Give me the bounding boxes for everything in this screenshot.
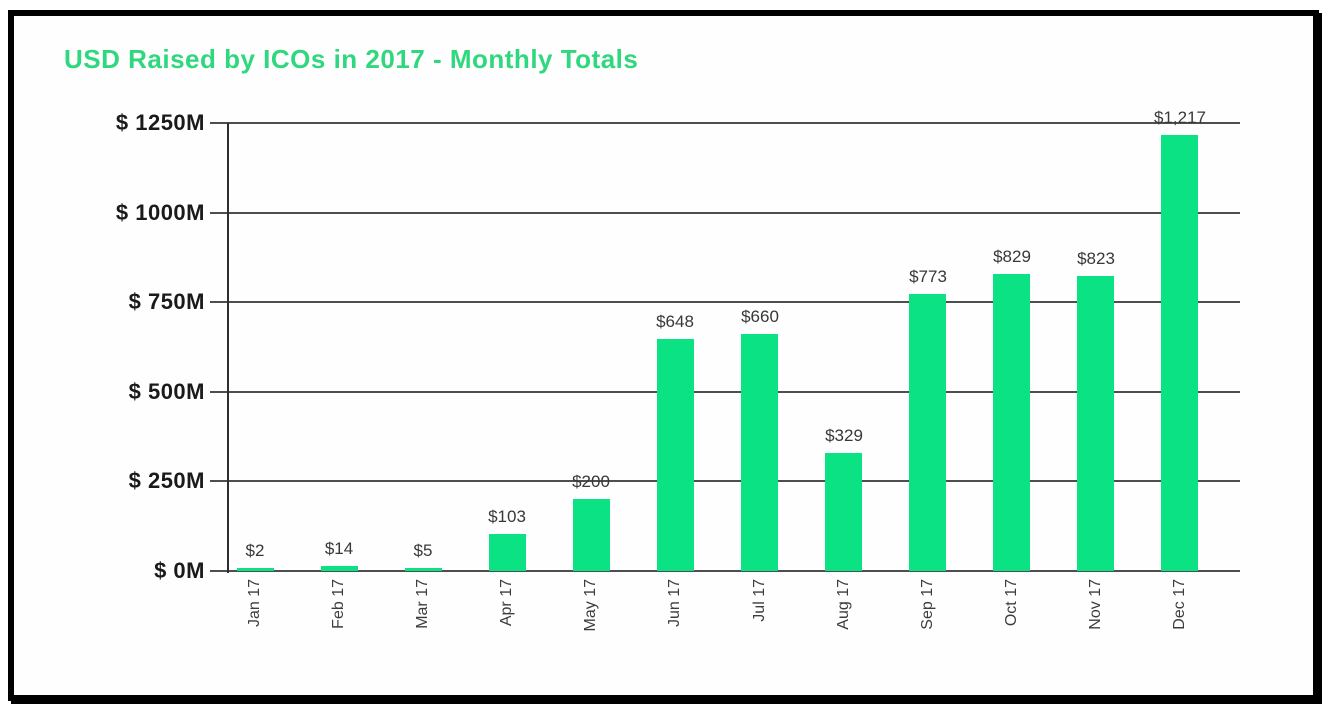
x-axis-tick-label-feb-17: Feb 17: [330, 579, 347, 629]
y-axis-tick-label: $ 0M: [154, 558, 205, 583]
bar-value-label-oct-17: $829: [993, 247, 1031, 266]
bar-value-label-may-17: $200: [572, 472, 610, 491]
bar-mar-17: [405, 568, 442, 571]
x-axis-tick-label-apr-17: Apr 17: [498, 579, 515, 627]
bar-jan-17: [237, 568, 274, 571]
y-axis-tick-label: $ 750M: [128, 289, 205, 315]
x-axis-tick-label-jan-17: Jan 17: [246, 579, 263, 628]
x-axis-tick-label-aug-17: Aug 17: [835, 579, 852, 630]
y-axis-tick-label: $ 1250M: [115, 110, 205, 135]
gridline-0m: [210, 570, 1240, 572]
x-axis-tick-label-jun-17: Jun 17: [666, 579, 683, 628]
bar-jul-17: [741, 334, 778, 571]
gridline-750m: [210, 301, 1240, 304]
y-axis-line: [227, 123, 229, 573]
x-axis-tick-label-nov-17: Nov 17: [1087, 579, 1104, 630]
x-axis-tick-label-oct-17: Oct 17: [1003, 579, 1020, 627]
bar-value-label-jun-17: $648: [656, 312, 694, 331]
gridline-1000m: [210, 211, 1240, 214]
chart-title: USD Raised by ICOs in 2017 - Monthly Tot…: [64, 44, 639, 74]
bar-value-label-feb-17: $14: [324, 539, 354, 558]
y-axis-tick-label: $ 500M: [128, 378, 205, 404]
gridline-250m: [210, 480, 1240, 483]
bar-dec-17: [1161, 135, 1198, 571]
x-axis-tick-label-dec-17: Dec 17: [1171, 579, 1188, 630]
bar-value-label-aug-17: $329: [825, 426, 863, 445]
bar-oct-17: [993, 274, 1030, 571]
y-axis-tick-label: $ 1000M: [115, 199, 205, 225]
x-axis-tick-label-mar-17: Mar 17: [414, 579, 431, 629]
bar-value-label-nov-17: $823: [1077, 249, 1115, 268]
x-axis-tick-label-may-17: May 17: [582, 579, 599, 632]
gridline-500m: [210, 390, 1240, 393]
x-axis-tick-label-jul-17: Jul 17: [751, 579, 768, 622]
bar-value-label-jan-17: $2: [245, 541, 265, 560]
bar-value-label-sep-17: $773: [909, 267, 947, 286]
bar-may-17: [573, 499, 610, 571]
x-axis-tick-label-sep-17: Sep 17: [919, 579, 936, 630]
bar-value-label-apr-17: $103: [488, 507, 526, 526]
y-axis-tick-label: $ 250M: [128, 468, 205, 494]
bar-value-label-jul-17: $660: [741, 307, 779, 326]
bar-value-label-dec-17: $1,217: [1154, 108, 1206, 127]
bar-value-label-mar-17: $5: [413, 541, 433, 560]
bar-feb-17: [321, 566, 358, 571]
gridline-1250m: [210, 122, 1240, 124]
bar-aug-17: [825, 453, 862, 571]
bar-apr-17: [489, 534, 526, 571]
bar-jun-17: [657, 339, 694, 571]
bar-nov-17: [1077, 276, 1114, 571]
bar-sep-17: [909, 294, 946, 571]
